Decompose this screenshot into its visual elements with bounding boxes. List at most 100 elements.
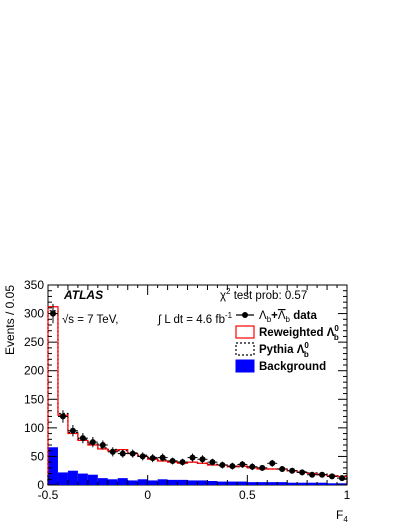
data-point xyxy=(149,455,156,462)
legend-data-plus: + xyxy=(271,310,278,322)
y-tick-label: 250 xyxy=(24,335,44,349)
y-tick-label: 50 xyxy=(31,449,45,463)
energy-label: √s = 7 TeV, xyxy=(62,313,119,326)
data-point xyxy=(59,413,66,420)
data-point xyxy=(219,462,226,468)
legend-pythia-label: Pythia Λ0 b xyxy=(259,341,309,359)
legend-data-sub2: b xyxy=(286,315,291,324)
data-point xyxy=(89,439,96,446)
legend-pythia-sub: b xyxy=(304,350,309,359)
background-bar xyxy=(147,480,158,485)
background-bar xyxy=(187,480,198,485)
y-tick-label: 350 xyxy=(24,278,44,292)
legend-data-sub1: b xyxy=(267,315,272,324)
data-point xyxy=(279,466,286,472)
x-axis-title: F4 xyxy=(336,508,348,524)
background-bar xyxy=(48,447,58,485)
y-tick-label: 0 xyxy=(37,478,44,492)
x-axis-title-sub: 4 xyxy=(343,515,348,524)
background-bar xyxy=(217,481,228,485)
background-bar xyxy=(267,482,278,485)
background-bar xyxy=(97,478,108,485)
legend-background-label: Background xyxy=(259,361,326,373)
data-point xyxy=(249,463,256,470)
x-axis-title-main: F xyxy=(336,508,343,522)
data-point xyxy=(129,450,136,457)
data-point xyxy=(69,427,76,434)
legend: Λb+Λb data Reweighted Λ0 b Pythia Λ0 b Bac… xyxy=(235,310,339,373)
background-bar xyxy=(197,480,208,485)
y-tick-label: 100 xyxy=(24,421,44,435)
x-tick-label: 0.5 xyxy=(239,488,256,502)
legend-data-label: Λb+Λb data xyxy=(259,310,317,324)
x-tick-label: 1 xyxy=(344,488,351,502)
legend-data-marker xyxy=(242,312,248,318)
background-bar xyxy=(77,473,88,485)
background-bar xyxy=(87,474,98,485)
data-point xyxy=(119,450,126,457)
legend-reweighted-sub: b xyxy=(334,333,339,342)
data-point xyxy=(319,471,326,478)
luminosity-text: ∫ L dt = 4.6 fb xyxy=(157,314,225,326)
legend-pythia-sup: 0 xyxy=(304,341,309,350)
background-histogram xyxy=(48,447,347,485)
y-tick-label: 150 xyxy=(24,392,44,406)
data-point xyxy=(99,442,106,448)
data-points xyxy=(48,303,347,482)
data-point xyxy=(299,469,306,476)
y-tick-label: 200 xyxy=(24,364,44,378)
background-bar xyxy=(317,482,328,485)
data-point xyxy=(139,453,146,460)
background-bar xyxy=(107,479,118,485)
background-bar xyxy=(207,481,218,485)
background-bar xyxy=(157,479,168,485)
legend-data-lambdabar: Λ xyxy=(278,310,286,322)
background-bar xyxy=(167,479,178,485)
background-bar xyxy=(227,481,238,485)
data-point xyxy=(229,463,236,470)
legend-background-swatch xyxy=(235,359,255,373)
background-bar xyxy=(277,482,288,485)
background-bar xyxy=(287,482,298,485)
luminosity-exponent: -1 xyxy=(225,311,233,320)
data-point xyxy=(309,471,316,478)
data-point xyxy=(159,454,166,461)
data-point xyxy=(329,473,336,480)
background-bar xyxy=(327,483,338,485)
background-bar xyxy=(307,482,318,485)
chi2-symbol: χ xyxy=(220,290,226,302)
data-point xyxy=(269,460,276,467)
data-point xyxy=(209,459,216,466)
background-bar xyxy=(247,482,258,485)
chi2-text: test prob: 0.57 xyxy=(231,290,308,302)
y-tick-label: 300 xyxy=(24,307,44,321)
x-tick-label: 0 xyxy=(144,488,151,502)
data-point xyxy=(179,459,186,466)
background-bar xyxy=(137,479,148,485)
data-point xyxy=(239,461,246,468)
background-bar xyxy=(57,472,68,485)
data-point xyxy=(109,448,116,455)
data-point xyxy=(199,456,206,463)
background-bar xyxy=(127,480,138,485)
luminosity-label: ∫ L dt = 4.6 fb-1 xyxy=(157,311,233,326)
data-point xyxy=(289,467,296,474)
legend-pythia-text: Pythia Λ xyxy=(259,344,305,356)
data-point xyxy=(189,454,196,461)
background-bar xyxy=(177,479,188,485)
atlas-label: ATLAS xyxy=(63,288,103,302)
chi2-label: χ2 test prob: 0.57 xyxy=(220,287,307,302)
legend-reweighted-swatch xyxy=(235,325,255,339)
x-tick-label: -0.5 xyxy=(38,488,59,502)
data-point xyxy=(169,458,176,464)
legend-reweighted-label: Reweighted Λ0 b xyxy=(259,324,339,342)
legend-reweighted-sup: 0 xyxy=(334,324,339,333)
y-axis-title: Events / 0.05 xyxy=(3,285,17,355)
background-bar xyxy=(337,483,347,485)
axis-ticks xyxy=(47,284,348,486)
data-point xyxy=(339,475,346,482)
background-bar xyxy=(67,470,78,485)
legend-reweighted-text: Reweighted Λ xyxy=(259,327,335,339)
